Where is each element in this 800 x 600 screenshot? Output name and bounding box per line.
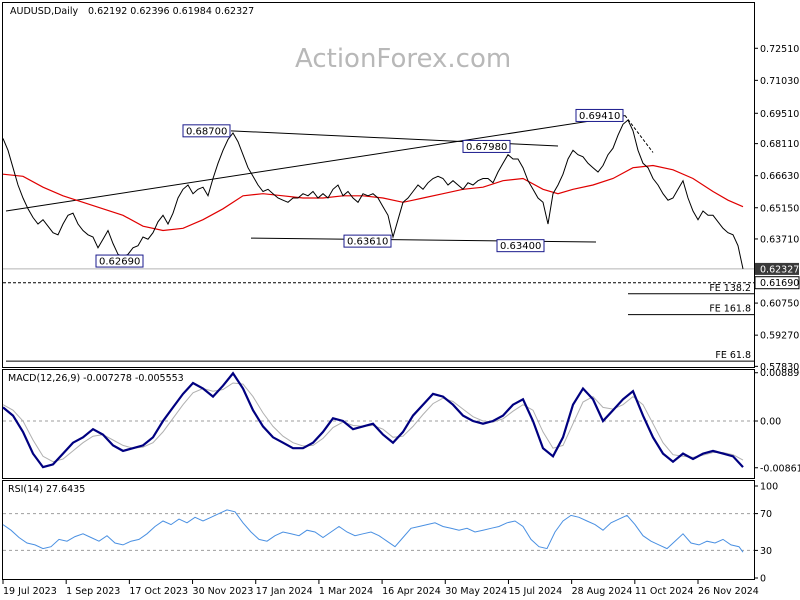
price-annotation-label: 0.63610 — [347, 237, 388, 248]
date-tick-label: 19 Jul 2023 — [3, 586, 57, 597]
price-annotation-box — [575, 108, 624, 122]
current-price-label: 0.62327 — [760, 264, 799, 275]
rsi-tick-label: 30 — [760, 546, 772, 557]
current-price-badge — [755, 262, 799, 275]
price-tick-label: 0.59270 — [760, 331, 799, 342]
price-annotation-box — [496, 239, 545, 253]
price-annotation-label: 0.67980 — [466, 142, 507, 153]
price-tick-label: 0.57830 — [760, 362, 799, 373]
price-annotation-box — [462, 139, 511, 153]
watermark: ActionForex.com — [295, 44, 511, 74]
rsi-plot: 100 70 30 0 — [2, 482, 778, 585]
price-plot: FE 138.2 FE 161.8 FE 61.8 0.68700 0.67980 0.6… — [2, 108, 754, 362]
rsi-tick-label: 70 — [760, 509, 772, 520]
price-annotation-label: 0.63400 — [500, 241, 541, 252]
date-tick-label: 30 Nov 2023 — [193, 586, 254, 597]
moving-average-line — [2, 164, 744, 232]
rsi-tick-label: 100 — [760, 482, 778, 493]
macd-tick-label: -0.008612 — [760, 463, 800, 474]
date-tick-label: 17 Jan 2024 — [256, 586, 313, 597]
ohlc-values: 0.62192 0.62396 0.61984 0.62327 — [88, 6, 254, 17]
date-tick-label: 11 Oct 2024 — [635, 586, 694, 597]
price-annotation-label: 0.62690 — [99, 257, 140, 268]
price-tick-label: 0.66630 — [760, 171, 799, 182]
price-panel-frame — [2, 2, 755, 368]
price-tick-label: 0.69510 — [760, 109, 799, 120]
trendline — [5, 115, 626, 212]
fe-projection-label: FE 61.8 — [715, 350, 751, 361]
rsi-panel-frame — [2, 480, 755, 580]
date-tick-label: 28 Aug 2024 — [572, 586, 633, 597]
dashed-trendline — [624, 115, 654, 153]
symbol-label: AUDUSD,Daily — [10, 6, 79, 17]
date-tick-label: 1 Mar 2024 — [319, 586, 373, 597]
fe-projection-label: FE 161.8 — [709, 304, 751, 315]
price-axis: 0.72510 0.71030 0.69510 0.68110 0.66630 0.651… — [754, 44, 800, 373]
support-label: 0.61690 — [760, 278, 799, 289]
rsi-line — [2, 509, 744, 553]
macd-label: MACD(12,26,9) -0.007278 -0.005553 — [8, 373, 184, 384]
macd-line — [2, 371, 744, 469]
macd-panel-frame — [2, 369, 755, 479]
rsi-tick-label: 0 — [760, 574, 766, 585]
macd-plot: 0.008896 0.00 -0.008612 — [2, 368, 800, 474]
support-badge — [754, 276, 800, 290]
price-tick-label: 0.65150 — [760, 203, 799, 214]
price-tick-label: 0.71030 — [760, 76, 799, 87]
price-annotation-label: 0.68700 — [186, 126, 227, 137]
price-annotation-box — [343, 234, 392, 248]
price-tick-label: 0.60750 — [760, 299, 799, 310]
fe-projection-label: FE 138.2 — [709, 283, 751, 294]
macd-signal-line — [2, 382, 744, 463]
price-tick-label: 0.63710 — [760, 234, 799, 245]
price-annotation-box — [182, 124, 231, 138]
macd-tick-label: 0.008896 — [760, 368, 800, 379]
date-tick-label: 15 Jul 2024 — [508, 586, 562, 597]
macd-tick-label: 0.00 — [760, 417, 781, 428]
date-tick-label: 30 May 2024 — [445, 586, 507, 597]
price-tick-label: 0.68110 — [760, 139, 799, 150]
date-tick-label: 16 Apr 2024 — [382, 586, 441, 597]
date-tick-label: 17 Oct 2023 — [129, 586, 188, 597]
date-tick-label: 1 Sep 2023 — [66, 586, 120, 597]
price-annotation-label: 0.69410 — [579, 111, 620, 122]
rsi-label: RSI(14) 27.6435 — [8, 484, 85, 495]
date-tick-label: 26 Nov 2024 — [698, 586, 759, 597]
time-axis: 19 Jul 2023 1 Sep 2023 17 Oct 2023 30 Nov 2… — [2, 580, 759, 597]
price-tick-label: 0.72510 — [760, 44, 799, 55]
price-annotation-box — [95, 254, 144, 268]
